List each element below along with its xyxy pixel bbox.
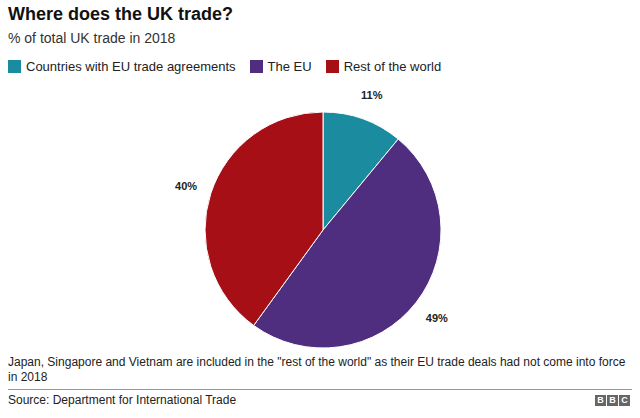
svg-text:49%: 49%	[426, 312, 448, 324]
html-text:Source: Department for Interna: Source: Department for International Tra…	[8, 393, 237, 407]
html-text:Rest of the world: Rest of the world	[343, 59, 442, 74]
html-text:B: B	[597, 395, 604, 405]
html-text:% of total UK trade in 2018: % of total UK trade in 2018	[8, 30, 176, 46]
html-text:Where does the UK trade?: Where does the UK trade?	[8, 4, 233, 24]
svg-text:11%: 11%	[361, 89, 383, 101]
html-text:The EU: The EU	[267, 59, 312, 74]
svg-text:40%: 40%	[175, 180, 197, 192]
html-text:Countries with EU trade agreem: Countries with EU trade agreements	[26, 59, 236, 74]
html-text:Japan, Singapore and Vietnam a: Japan, Singapore and Vietnam are include…	[8, 355, 626, 384]
html-text:B: B	[609, 395, 616, 405]
html-text:C: C	[621, 395, 628, 405]
